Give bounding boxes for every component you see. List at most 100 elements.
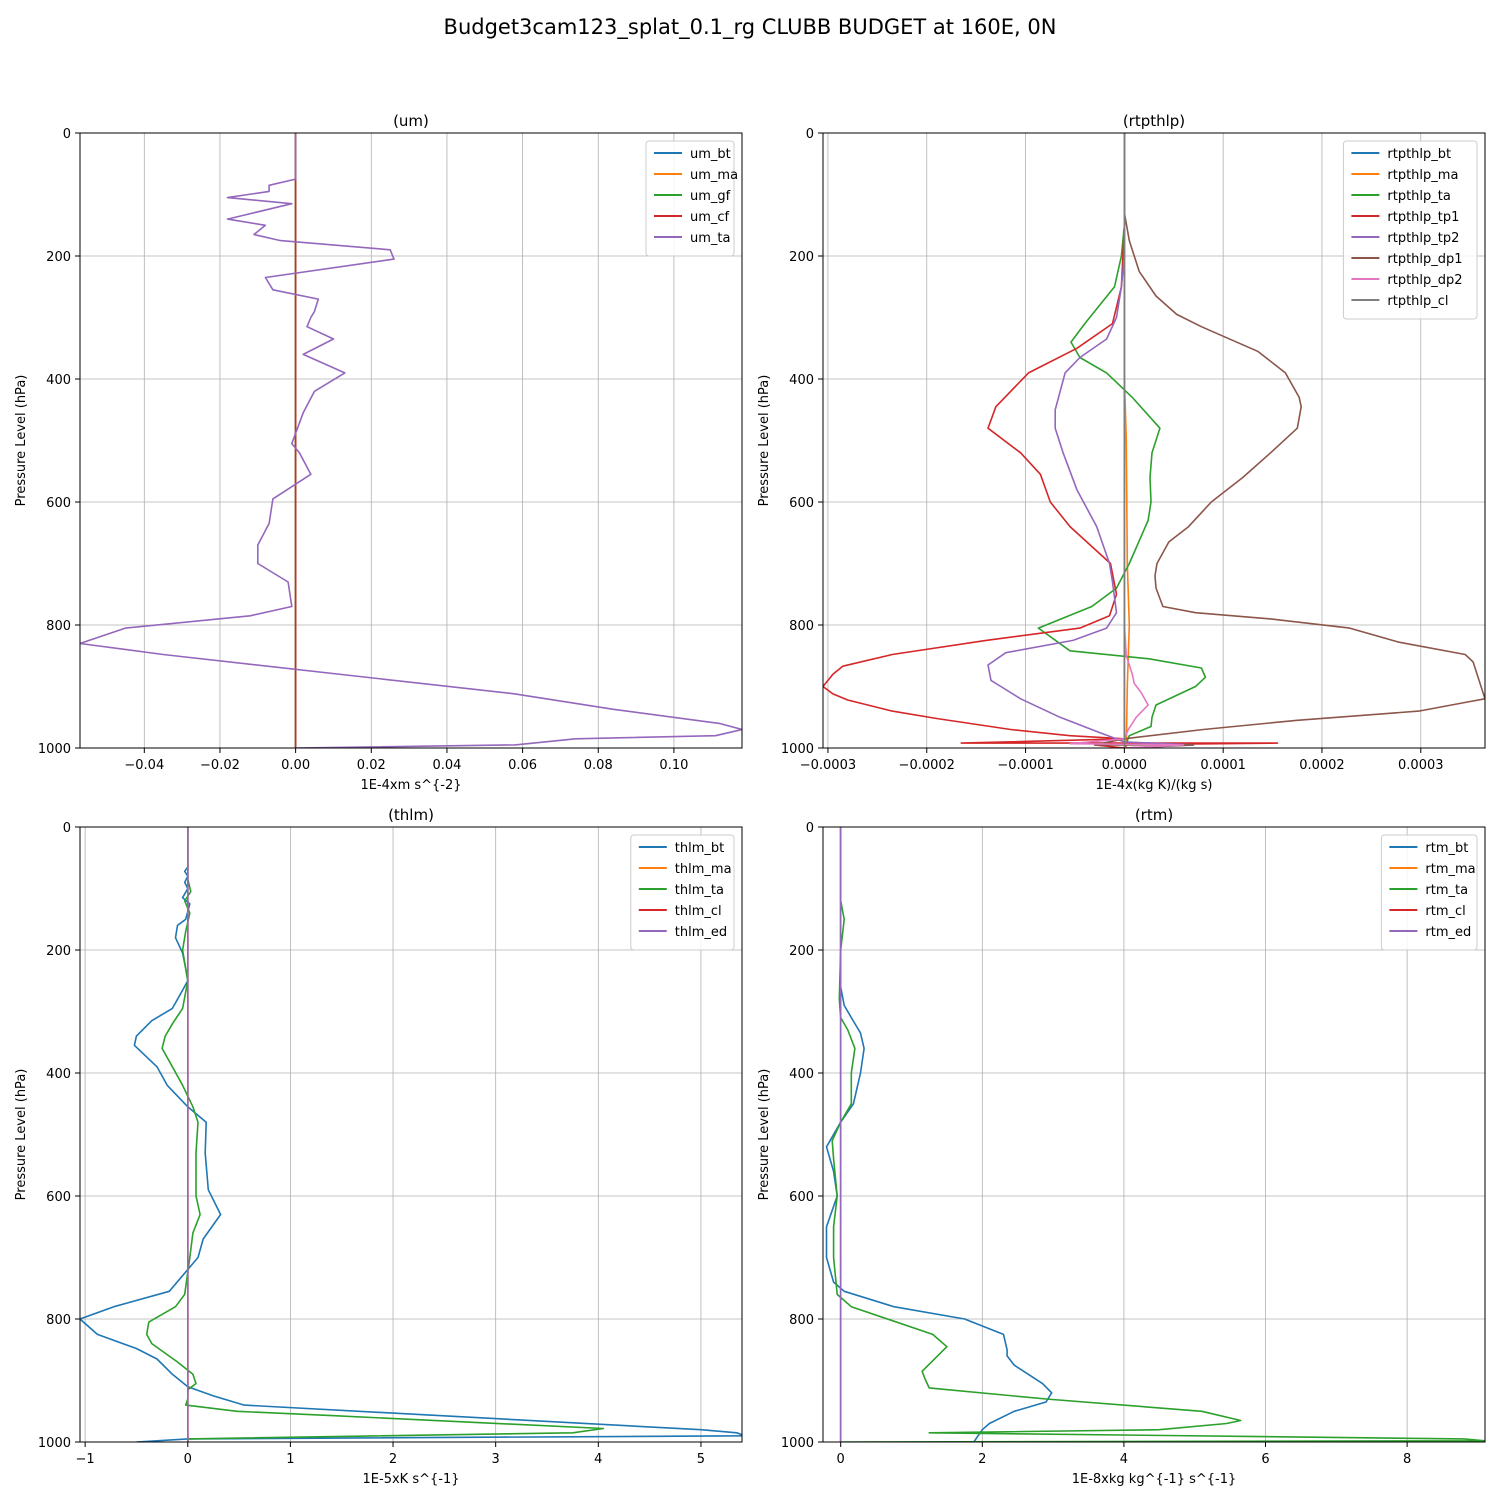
y-tick-label: 0 [63, 127, 71, 142]
legend-entry: um_bt [690, 147, 731, 162]
legend-entry: rtpthlp_tp2 [1387, 231, 1459, 246]
chart-panel-2: −0.0003 −0.0002 −0.0001 0.0000 0.0001 0.0002 0… [757, 112, 1486, 793]
legend: um_bt um_ma um_gf um_cf um_ta [645, 140, 738, 257]
legend-entry: thlm_ma [675, 862, 732, 877]
series-line-rtm_ta [831, 827, 1485, 1442]
x-tick-label: 0.0000 [1102, 758, 1148, 773]
chart-title: (rtpthlp) [1123, 112, 1185, 130]
x-tick-label: 2 [978, 1452, 986, 1467]
chart-title: (um) [393, 112, 429, 130]
chart-panel-1: −0.04 −0.02 0.00 0.02 0.04 0.06 0.08 0.10 0 200 40… [14, 112, 743, 793]
series-line-rtpthlp_dp1 [1093, 133, 1485, 748]
legend-entry: rtpthlp_bt [1387, 147, 1451, 162]
series-group [823, 133, 1485, 748]
x-tick-label: 4 [1120, 1452, 1128, 1467]
x-tick-label: 5 [697, 1452, 705, 1467]
y-tick-label: 1000 [38, 1436, 71, 1451]
legend-entry: um_ta [690, 231, 730, 246]
series-group [825, 827, 1485, 1442]
x-axis-label: 1E-4x(kg K)/(kg s) [1096, 778, 1213, 793]
axes-frame [822, 132, 1486, 749]
series-line-thlm_ta [145, 827, 605, 1442]
x-tick-label: 0.04 [432, 758, 461, 773]
series-group [80, 827, 742, 1442]
y-axis-label: Pressure Level (hPa) [14, 1069, 29, 1201]
legend-entry: rtpthlp_dp2 [1387, 273, 1462, 288]
x-tick-label: 0 [837, 1452, 845, 1467]
legend-entry: rtm_ed [1425, 925, 1471, 940]
y-tick-label: 800 [789, 1313, 814, 1328]
y-axis-label: Pressure Level (hPa) [757, 375, 772, 507]
x-tick-label: −0.04 [124, 758, 164, 773]
y-tick-label: 600 [46, 496, 71, 511]
y-tick-label: 600 [46, 1190, 71, 1205]
legend-box [630, 834, 735, 951]
legend: thlm_bt thlm_ma thlm_ta thlm_cl thlm_ed [630, 834, 735, 951]
x-tick-label: −1 [76, 1452, 95, 1467]
legend-entry: rtpthlp_ta [1387, 189, 1450, 204]
y-tick-label: 0 [806, 821, 814, 836]
y-tick-label: 1000 [38, 742, 71, 757]
x-tick-label: 1 [286, 1452, 294, 1467]
y-tick-label: 400 [789, 1067, 814, 1082]
legend-entry: thlm_ed [675, 925, 727, 940]
y-tick-label: 600 [789, 496, 814, 511]
legend-entry: rtm_bt [1425, 841, 1468, 856]
x-tick-label: 3 [492, 1452, 500, 1467]
legend-entry: thlm_ta [675, 883, 724, 898]
legend-box [1380, 834, 1478, 951]
legend-entry: rtpthlp_tp1 [1387, 210, 1459, 225]
legend-entry: thlm_cl [675, 904, 722, 919]
legend: rtm_bt rtm_ma rtm_ta rtm_cl rtm_ed [1380, 834, 1478, 951]
x-tick-label: 0 [184, 1452, 192, 1467]
chart-panel-3: −1 0 1 2 3 4 5 0 200 400 600 800 1000 (thlm) 1E-5xK s^… [14, 806, 743, 1487]
x-tick-label: 0.0002 [1299, 758, 1345, 773]
x-tick-label: 6 [1261, 1452, 1269, 1467]
y-tick-label: 600 [789, 1190, 814, 1205]
y-tick-label: 200 [46, 250, 71, 265]
x-tick-label: 0.0001 [1200, 758, 1246, 773]
series-line-rtpthlp_dp2 [1069, 133, 1185, 748]
series-group [80, 133, 742, 748]
figure-title: Budget3cam123_splat_0.1_rg CLUBB BUDGET … [443, 15, 1057, 39]
y-axis-label: Pressure Level (hPa) [14, 375, 29, 507]
legend-entry: um_cf [690, 210, 730, 225]
x-axis-label: 1E-8xkg kg^{-1} s^{-1} [1072, 1472, 1237, 1487]
x-axis-label: 1E-4xm s^{-2} [360, 778, 461, 793]
x-tick-label: 0.00 [281, 758, 310, 773]
legend-entry: thlm_bt [675, 841, 724, 856]
y-tick-label: 1000 [781, 742, 814, 757]
y-tick-label: 200 [789, 250, 814, 265]
series-line-rtm_bt [825, 827, 1053, 1442]
y-tick-label: 0 [63, 821, 71, 836]
legend-entry: rtpthlp_cl [1387, 294, 1448, 309]
axes-frame [79, 132, 743, 749]
y-tick-label: 400 [789, 373, 814, 388]
legend: rtpthlp_bt rtpthlp_ma rtpthlp_ta rtpthlp_tp… [1342, 140, 1478, 320]
y-tick-label: 0 [806, 127, 814, 142]
y-tick-label: 1000 [781, 1436, 814, 1451]
axes-frame [822, 826, 1486, 1443]
legend-box [1342, 140, 1478, 320]
chart-title: (thlm) [388, 806, 434, 824]
y-tick-label: 800 [46, 619, 71, 634]
x-axis-label: 1E-5xK s^{-1} [363, 1472, 460, 1487]
series-line-um_ta [80, 133, 742, 748]
x-tick-label: −0.0002 [899, 758, 955, 773]
legend-entry: rtpthlp_ma [1387, 168, 1458, 183]
legend-entry: rtm_ma [1425, 862, 1475, 877]
y-tick-label: 200 [46, 944, 71, 959]
x-tick-label: 4 [594, 1452, 602, 1467]
legend-entry: rtm_cl [1425, 904, 1465, 919]
legend-box [645, 140, 735, 257]
y-tick-label: 800 [46, 1313, 71, 1328]
y-tick-label: 400 [46, 373, 71, 388]
x-tick-label: −0.02 [200, 758, 240, 773]
y-axis-label: Pressure Level (hPa) [757, 1069, 772, 1201]
y-tick-label: 200 [789, 944, 814, 959]
chart-title: (rtm) [1135, 806, 1173, 824]
x-tick-label: −0.0001 [997, 758, 1053, 773]
x-tick-label: 2 [389, 1452, 397, 1467]
y-tick-label: 800 [789, 619, 814, 634]
y-tick-label: 400 [46, 1067, 71, 1082]
